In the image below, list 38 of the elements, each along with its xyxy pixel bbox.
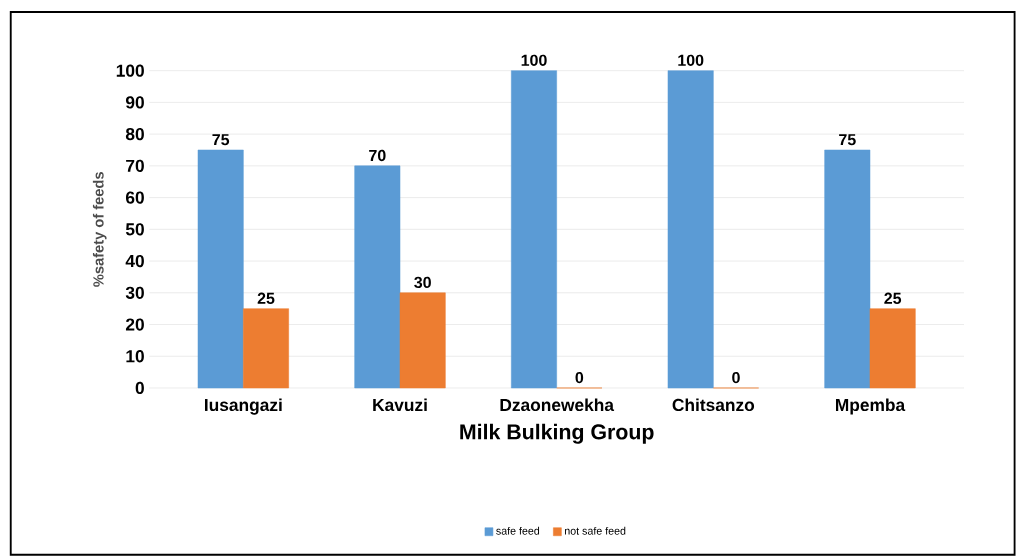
data-label: 0 [575, 371, 584, 384]
bar [354, 165, 401, 389]
bar [869, 308, 916, 389]
x-tick-label: Chitsanzo [672, 398, 755, 412]
y-tick-label: 70 [126, 159, 144, 172]
legend-label: not safe feed [565, 526, 626, 535]
bar [243, 308, 289, 389]
y-tick-label: 10 [126, 350, 144, 363]
data-label: 30 [414, 276, 431, 289]
data-label: 100 [678, 54, 704, 66]
data-label: 75 [212, 134, 230, 146]
y-axis-title: %safety of feeds [92, 172, 107, 287]
x-tick-label: Iusangazi [205, 398, 282, 415]
y-tick-label: 60 [125, 191, 144, 204]
data-label: 25 [257, 292, 275, 304]
bar [197, 149, 244, 389]
bar [511, 70, 557, 389]
x-tick-label: Dzaonewekha [500, 398, 615, 412]
data-label: 0 [732, 371, 740, 384]
y-tick-label: 30 [125, 286, 144, 299]
data-label: 70 [369, 149, 386, 162]
x-tick-label: Mpemba [835, 398, 906, 415]
bar [399, 292, 446, 389]
y-tick-label: 80 [125, 127, 144, 141]
data-label: 100 [521, 54, 547, 66]
x-tick-label: Kavuzi [373, 398, 427, 412]
legend-label: safe feed [496, 526, 540, 535]
bar [667, 70, 714, 389]
y-tick-label: 40 [125, 254, 144, 268]
y-tick-label: 20 [125, 318, 144, 331]
y-tick-label: 0 [135, 381, 144, 395]
data-label: 75 [839, 134, 856, 146]
y-tick-label: 50 [125, 223, 144, 236]
bar [824, 149, 871, 389]
x-axis-title: Milk Bulking Group [460, 423, 654, 444]
y-tick-label: 100 [116, 64, 144, 77]
data-label: 25 [884, 292, 902, 304]
y-tick-label: 90 [125, 96, 144, 109]
